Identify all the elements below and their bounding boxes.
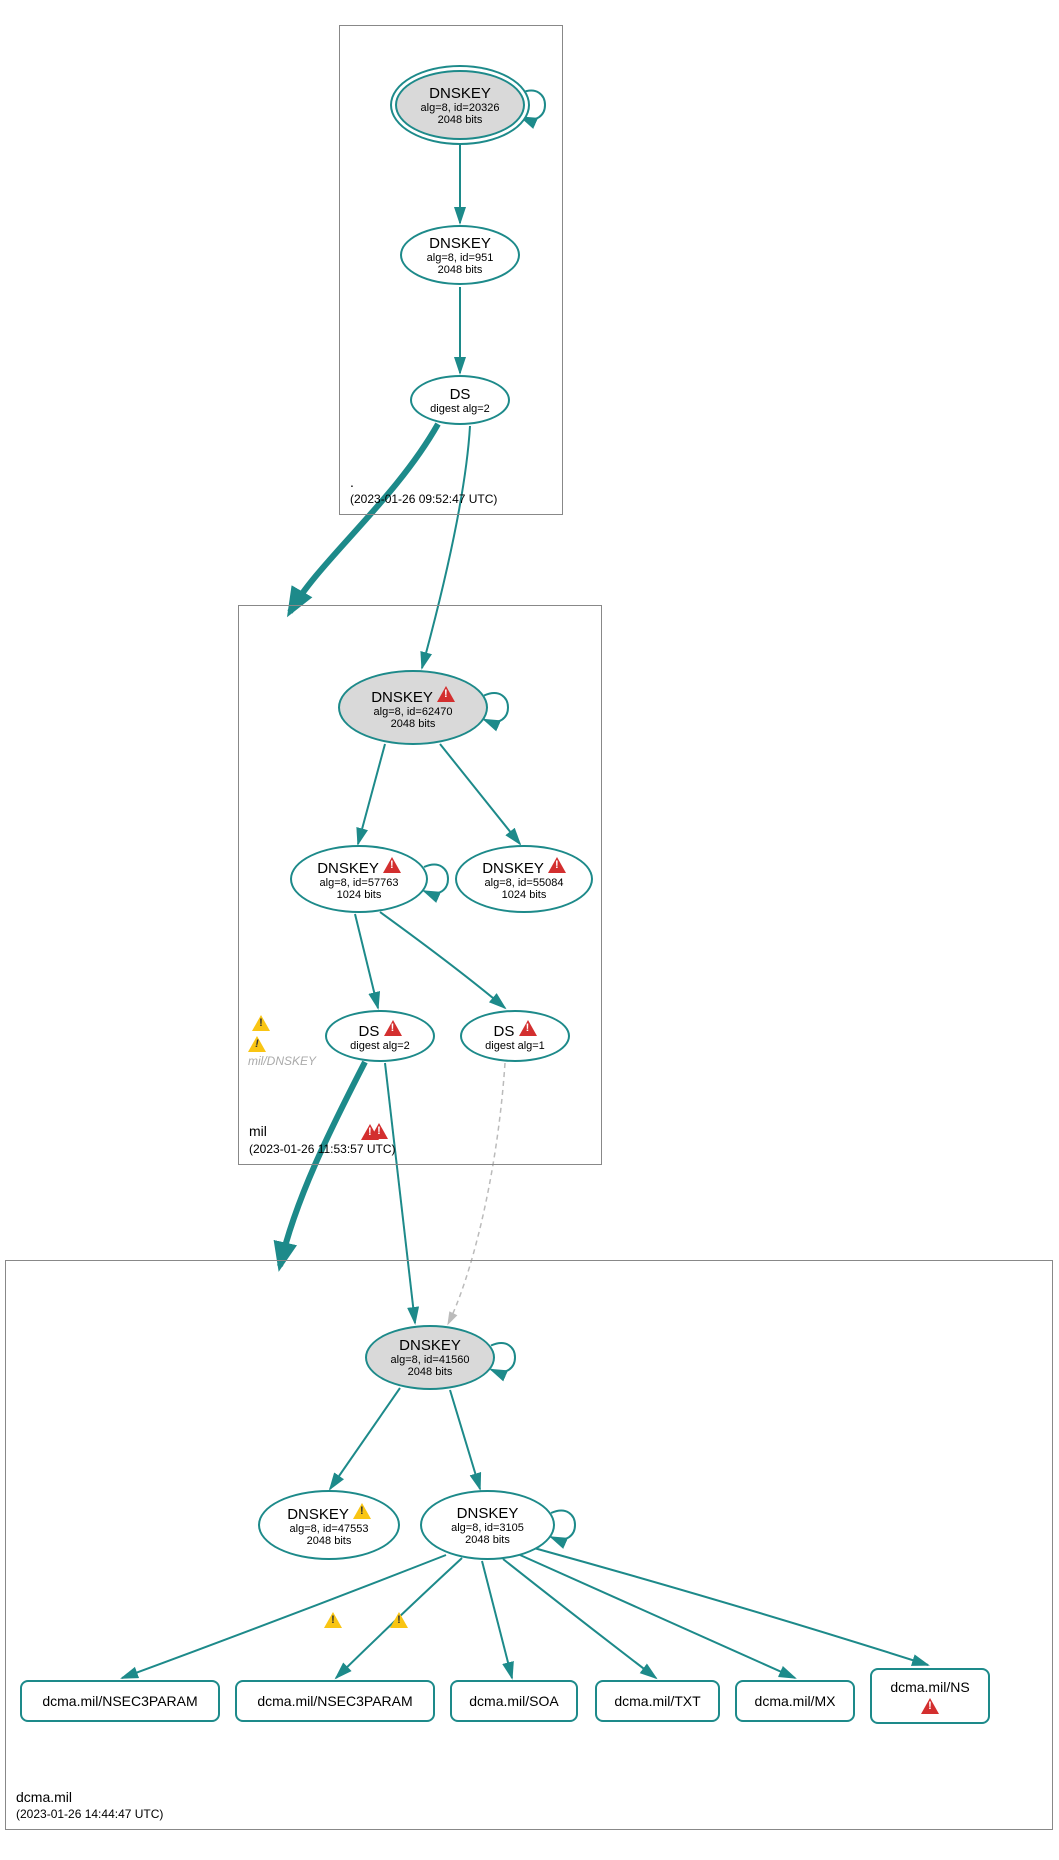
node-dcma_ksk: DNSKEYalg=8, id=415602048 bits bbox=[365, 1325, 495, 1390]
rrset-label: dcma.mil/SOA bbox=[469, 1693, 558, 1709]
node-root_ksk: DNSKEYalg=8, id=203262048 bits bbox=[395, 70, 525, 140]
hidden-rrset-text: mil/DNSKEY bbox=[248, 1054, 316, 1068]
node-line1: alg=8, id=20326 bbox=[421, 102, 500, 114]
rrset-r2: dcma.mil/NSEC3PARAM bbox=[235, 1680, 435, 1722]
hidden-rrset-label: mil/DNSKEY bbox=[248, 1036, 316, 1068]
node-mil_ksk: DNSKEY alg=8, id=624702048 bits bbox=[338, 670, 488, 745]
node-title: DNSKEY bbox=[287, 1503, 371, 1523]
rrset-r3: dcma.mil/SOA bbox=[450, 1680, 578, 1722]
zone-root-name: . bbox=[350, 474, 354, 490]
warning-icon bbox=[252, 1015, 270, 1031]
node-line1: alg=8, id=951 bbox=[427, 252, 494, 264]
rrset-label: dcma.mil/NSEC3PARAM bbox=[42, 1693, 197, 1709]
alert-icon bbox=[370, 1123, 388, 1139]
zone-root-timestamp: (2023-01-26 09:52:47 UTC) bbox=[350, 492, 497, 506]
alert-icon bbox=[437, 686, 455, 702]
rrset-r1: dcma.mil/NSEC3PARAM bbox=[20, 1680, 220, 1722]
rrset-r4: dcma.mil/TXT bbox=[595, 1680, 720, 1722]
rrset-r6: dcma.mil/NS bbox=[870, 1668, 990, 1724]
node-root_zsk: DNSKEYalg=8, id=9512048 bits bbox=[400, 225, 520, 285]
node-line1: alg=8, id=57763 bbox=[320, 877, 399, 889]
alert-icon bbox=[383, 857, 401, 873]
node-title: DS bbox=[450, 386, 471, 403]
zone-dcma-label: dcma.mil (2023-01-26 14:44:47 UTC) bbox=[16, 1789, 163, 1821]
node-line2: 2048 bits bbox=[391, 718, 436, 730]
node-line1: digest alg=2 bbox=[350, 1040, 410, 1052]
node-title: DS bbox=[358, 1020, 401, 1040]
node-line1: alg=8, id=62470 bbox=[374, 706, 453, 718]
warning-icon bbox=[353, 1503, 371, 1519]
node-title: DNSKEY bbox=[482, 857, 566, 877]
node-title: DNSKEY bbox=[429, 85, 491, 102]
zone-root-label: . (2023-01-26 09:52:47 UTC) bbox=[350, 474, 497, 506]
node-title: DNSKEY bbox=[317, 857, 401, 877]
node-mil_ds1: DS digest alg=2 bbox=[325, 1010, 435, 1062]
zone-mil-timestamp: (2023-01-26 11:53:57 UTC) bbox=[249, 1142, 396, 1156]
node-line1: alg=8, id=47553 bbox=[290, 1523, 369, 1535]
node-title: DNSKEY bbox=[429, 235, 491, 252]
node-root_ds: DSdigest alg=2 bbox=[410, 375, 510, 425]
node-line2: 2048 bits bbox=[438, 114, 483, 126]
zone-dcma-name: dcma.mil bbox=[16, 1789, 72, 1805]
alert-icon bbox=[384, 1020, 402, 1036]
rrset-label: dcma.mil/TXT bbox=[614, 1693, 700, 1709]
warning-icon bbox=[248, 1036, 266, 1052]
zone-dcma-timestamp: (2023-01-26 14:44:47 UTC) bbox=[16, 1807, 163, 1821]
warning-icon bbox=[390, 1612, 408, 1628]
node-line1: digest alg=2 bbox=[430, 403, 490, 415]
node-title: DNSKEY bbox=[399, 1337, 461, 1354]
node-dcma_zsk1: DNSKEY alg=8, id=475532048 bits bbox=[258, 1490, 400, 1560]
node-line1: alg=8, id=3105 bbox=[451, 1522, 524, 1534]
node-line2: 1024 bits bbox=[337, 889, 382, 901]
node-mil_ds2: DS digest alg=1 bbox=[460, 1010, 570, 1062]
node-line1: digest alg=1 bbox=[485, 1040, 545, 1052]
rrset-label: dcma.mil/MX bbox=[755, 1693, 836, 1709]
node-title: DNSKEY bbox=[371, 686, 455, 706]
node-title: DNSKEY bbox=[457, 1505, 519, 1522]
alert-icon bbox=[548, 857, 566, 873]
warning-icon bbox=[324, 1612, 342, 1628]
node-line2: 2048 bits bbox=[438, 264, 483, 276]
node-line1: alg=8, id=55084 bbox=[485, 877, 564, 889]
zone-mil-name: mil bbox=[249, 1123, 267, 1139]
rrset-label: dcma.mil/NSEC3PARAM bbox=[257, 1693, 412, 1709]
rrset-label: dcma.mil/NS bbox=[890, 1679, 969, 1695]
node-line2: 2048 bits bbox=[465, 1534, 510, 1546]
node-title: DS bbox=[493, 1020, 536, 1040]
node-mil_zsk1: DNSKEY alg=8, id=577631024 bits bbox=[290, 845, 428, 913]
node-line2: 2048 bits bbox=[307, 1535, 352, 1547]
alert-icon bbox=[921, 1698, 939, 1714]
node-mil_zsk2: DNSKEY alg=8, id=550841024 bits bbox=[455, 845, 593, 913]
alert-icon bbox=[519, 1020, 537, 1036]
node-line1: alg=8, id=41560 bbox=[391, 1354, 470, 1366]
node-line2: 1024 bits bbox=[502, 889, 547, 901]
node-line2: 2048 bits bbox=[408, 1366, 453, 1378]
node-dcma_zsk2: DNSKEYalg=8, id=31052048 bits bbox=[420, 1490, 555, 1560]
rrset-r5: dcma.mil/MX bbox=[735, 1680, 855, 1722]
